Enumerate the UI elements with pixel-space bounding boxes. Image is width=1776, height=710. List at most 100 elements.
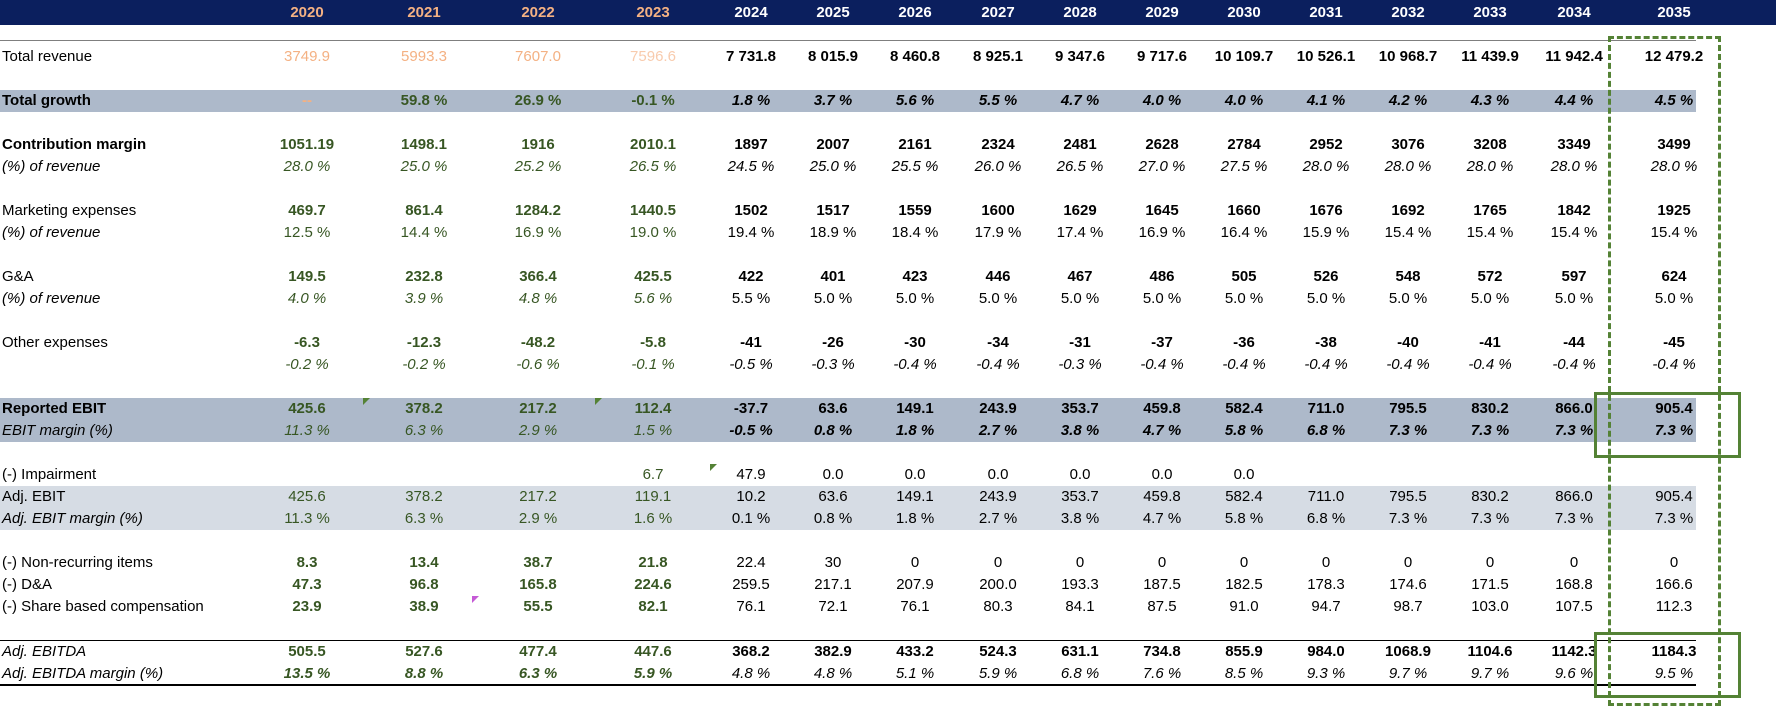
cell-adj-ebit-2024: 10.2 [736, 488, 766, 505]
cell-impairment-2033 [1447, 464, 1533, 486]
cell-adj-ebit-2031: 711.0 [1307, 488, 1345, 505]
cell-sbc-2023: 82.1 [638, 598, 668, 615]
cell-marketing-pct-2033: 15.4 % [1466, 224, 1514, 241]
cell-total-growth-2021: 59.8 % [400, 92, 448, 109]
cell-other-pct-2034: -0.4 % [1552, 356, 1596, 373]
cell-marketing-expenses-2020: 469.7 [288, 202, 326, 219]
row-adj-ebit-margin: Adj. EBIT margin (%) 11.3 % 6.3 % 2.9 % 1.6 … [0, 508, 1696, 530]
cell-ebit-margin-2023: 1.5 % [633, 422, 673, 439]
row-marketing-expenses: Marketing expenses 469.7 861.4 1284.2 1440.5… [0, 200, 1696, 222]
row-label: Other expenses [2, 334, 108, 351]
cell-ebit-margin-2035: 7.3 % [1654, 422, 1694, 439]
cell-total-revenue-2023: 7596.6 [630, 48, 676, 65]
cell-adj-ebitda-2021: 527.6 [405, 643, 443, 660]
cell-da-2027: 200.0 [979, 576, 1017, 593]
year-header-2034: 2034 [1557, 4, 1591, 21]
cell-adj-ebitda-margin-2027: 5.9 % [978, 665, 1018, 682]
cell-other-expenses-2029: -37 [1151, 334, 1173, 351]
cell-other-pct-2028: -0.3 % [1058, 356, 1102, 373]
row-label: (%) of revenue [2, 290, 101, 307]
cell-other-pct-2033: -0.4 % [1468, 356, 1512, 373]
cell-adj-ebit-margin-2030: 5.8 % [1224, 510, 1264, 527]
cell-adj-ebitda-2020: 505.5 [288, 643, 326, 660]
cell-ga-pct-2027: 5.0 % [978, 290, 1018, 307]
cell-da-2021: 96.8 [409, 576, 439, 593]
cell-ga-pct-2025: 5.0 % [813, 290, 853, 307]
cell-adj-ebit-margin-2023: 1.6 % [633, 510, 673, 527]
cell-marketing-expenses-2021: 861.4 [405, 202, 443, 219]
cell-ebit-margin-2031: 6.8 % [1306, 422, 1346, 439]
cell-adj-ebit-margin-2025: 0.8 % [813, 510, 853, 527]
line-under-header [0, 40, 1696, 41]
cell-other-pct-2030: -0.4 % [1222, 356, 1266, 373]
cell-ga-pct-2024: 5.5 % [731, 290, 771, 307]
cell-other-expenses-2025: -26 [822, 334, 844, 351]
cell-contribution-margin-2021: 1498.1 [401, 136, 447, 153]
cell-adj-ebit-margin-2035: 7.3 % [1654, 510, 1694, 527]
cell-adj-ebit-2035: 905.4 [1655, 488, 1693, 505]
cell-marketing-pct-2021: 14.4 % [400, 224, 448, 241]
row-label: (-) Share based compensation [2, 598, 204, 615]
cell-adj-ebitda-2022: 477.4 [519, 643, 557, 660]
row-label: Marketing expenses [2, 202, 137, 219]
comment-marker [363, 398, 370, 405]
cell-reported-ebit-2033: 830.2 [1471, 400, 1509, 417]
cell-ebit-margin-2027: 2.7 % [978, 422, 1018, 439]
cell-other-pct-2026: -0.4 % [893, 356, 937, 373]
cell-sbc-2025: 72.1 [818, 598, 848, 615]
cell-impairment-2030: 0.0 [1233, 466, 1255, 483]
cell-total-growth-2029: 4.0 % [1142, 92, 1182, 109]
cell-da-2026: 207.9 [896, 576, 934, 593]
cell-contribution-pct-2035: 28.0 % [1650, 158, 1698, 175]
cell-ga-pct-2029: 5.0 % [1142, 290, 1182, 307]
cell-adj-ebitda-margin-2026: 5.1 % [895, 665, 935, 682]
cell-other-expenses-2022: -48.2 [520, 334, 556, 351]
cell-total-revenue-2032: 10 968.7 [1378, 48, 1438, 65]
cell-contribution-pct-2034: 28.0 % [1550, 158, 1598, 175]
year-header-2027: 2027 [981, 4, 1015, 21]
cell-total-growth-2031: 4.1 % [1306, 92, 1346, 109]
cell-ga-pct-2022: 4.8 % [518, 290, 558, 307]
cell-reported-ebit-2035: 905.4 [1655, 400, 1693, 417]
cell-contribution-margin-2030: 2784 [1227, 136, 1261, 153]
cell-adj-ebit-margin-2032: 7.3 % [1388, 510, 1428, 527]
cell-adj-ebitda-margin-2022: 6.3 % [518, 665, 558, 682]
row-label: Reported EBIT [2, 400, 107, 417]
cell-adj-ebit-2023: 119.1 [634, 488, 672, 505]
cell-total-growth-2022: 26.9 % [514, 92, 562, 109]
cell-marketing-pct-2028: 17.4 % [1056, 224, 1104, 241]
cell-adj-ebit-2025: 63.6 [818, 488, 848, 505]
cell-total-revenue-2028: 9 347.6 [1054, 48, 1106, 65]
comment-marker [710, 464, 717, 471]
cell-ga-pct-2031: 5.0 % [1306, 290, 1346, 307]
year-header-2020: 2020 [290, 4, 324, 21]
row-label: G&A [2, 268, 34, 285]
cell-reported-ebit-2022: 217.2 [519, 400, 557, 417]
cell-other-pct-2021: -0.2 % [402, 356, 446, 373]
row-contribution-margin: Contribution margin 1051.19 1498.1 1916 2010… [0, 134, 1696, 156]
cell-non-recurring-2025: 30 [824, 554, 842, 571]
cell-sbc-2033: 103.0 [1471, 598, 1509, 615]
cell-sbc-2029: 87.5 [1147, 598, 1177, 615]
cell-contribution-margin-2023: 2010.1 [630, 136, 676, 153]
row-label: (-) Impairment [2, 466, 97, 483]
cell-total-growth-2032: 4.2 % [1388, 92, 1428, 109]
row-label: Total growth [2, 92, 91, 109]
row-non-recurring: (-) Non-recurring items 8.3 13.4 38.7 21.8 22… [0, 552, 1696, 574]
cell-contribution-margin-2033: 3208 [1473, 136, 1507, 153]
cell-reported-ebit-2032: 795.5 [1389, 400, 1427, 417]
cell-contribution-pct-2032: 28.0 % [1384, 158, 1432, 175]
cell-adj-ebitda-2035: 1184.3 [1651, 643, 1697, 660]
cell-ga-2027: 446 [985, 268, 1011, 285]
cell-marketing-pct-2032: 15.4 % [1384, 224, 1432, 241]
cell-non-recurring-2034: 0 [1569, 554, 1579, 571]
cell-marketing-expenses-2027: 1600 [981, 202, 1015, 219]
cell-adj-ebitda-2033: 1104.6 [1467, 643, 1513, 660]
cell-ga-2025: 401 [820, 268, 846, 285]
cell-adj-ebitda-2023: 447.6 [634, 643, 672, 660]
cell-total-revenue-2022: 7607.0 [515, 48, 561, 65]
cell-ga-2023: 425.5 [634, 268, 672, 285]
cell-sbc-2021: 38.9 [409, 598, 439, 615]
cell-other-pct-2031: -0.4 % [1304, 356, 1348, 373]
cell-ebit-margin-2030: 5.8 % [1224, 422, 1264, 439]
